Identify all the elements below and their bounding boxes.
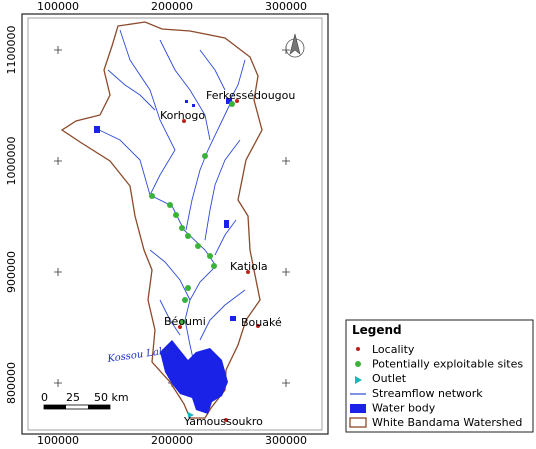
place-label: Katiola: [230, 260, 268, 273]
locality: [182, 119, 186, 123]
grid-cross: [54, 46, 62, 54]
legend-label: Locality: [372, 343, 415, 356]
grid-cross: [54, 157, 62, 165]
place-label: Béoumi: [164, 315, 206, 328]
x-tick-label: 300000: [265, 0, 307, 13]
streamflow-network: [94, 29, 246, 373]
site: [195, 243, 201, 249]
river: [214, 219, 237, 256]
legend: Legend Locality Potentially exploitable s…: [345, 319, 534, 433]
x-tick-label: 200000: [151, 434, 193, 447]
legend-label: Streamflow network: [372, 387, 483, 400]
x-tick-label: 300000: [265, 434, 307, 447]
exploitable-sites: [149, 101, 235, 325]
place-label: Korhogo: [160, 109, 205, 122]
locality: [235, 99, 239, 103]
water-body: [192, 104, 195, 107]
grid-cross: [282, 268, 290, 276]
legend-label: Potentially exploitable sites: [372, 358, 523, 371]
y-tick-label: 1100000: [5, 26, 18, 75]
water-body: [224, 220, 229, 228]
site: [149, 193, 155, 199]
river: [94, 127, 151, 196]
site: [179, 319, 185, 325]
grid-cross: [282, 157, 290, 165]
river: [199, 49, 226, 91]
scale-label: 50 km: [94, 391, 129, 404]
locality: [256, 324, 260, 328]
grid-cross: [54, 268, 62, 276]
site: [202, 153, 208, 159]
legend-label: White Bandama Watershed: [372, 416, 522, 429]
scale-label: 0: [41, 391, 48, 404]
place-label: Ferkessédougou: [206, 89, 295, 102]
x-tick-label: 100000: [37, 434, 79, 447]
legend-label: Outlet: [372, 372, 407, 385]
river: [199, 289, 246, 341]
y-tick-label: 900000: [5, 251, 18, 293]
x-tick-label: 200000: [151, 0, 193, 13]
place-label: Bouaké: [241, 316, 282, 329]
river: [107, 69, 156, 111]
site: [185, 233, 191, 239]
river: [159, 299, 181, 336]
grid-cross: [282, 379, 290, 387]
grid-cross: [54, 379, 62, 387]
site: [229, 101, 235, 107]
site: [179, 225, 185, 231]
scale-label: 25: [66, 391, 80, 404]
map-inner-frame: [27, 17, 323, 431]
scale-bar: 0 25 50 km: [41, 391, 129, 410]
water-bodies: [94, 98, 236, 414]
site: [173, 212, 179, 218]
river: [185, 99, 233, 231]
x-tick-label: 100000: [37, 0, 79, 13]
locality: [246, 270, 250, 274]
site: [207, 253, 213, 259]
site: [167, 202, 173, 208]
lake: [160, 340, 228, 414]
outlet: [188, 412, 194, 418]
site: [182, 297, 188, 303]
locality: [224, 418, 228, 422]
river: [149, 249, 191, 301]
legend-title: Legend: [352, 323, 402, 337]
legend-box: [345, 319, 534, 433]
water-body: [230, 316, 236, 321]
locality: [178, 325, 182, 329]
water-body: [226, 98, 232, 104]
river: [119, 29, 217, 373]
north-arrow: [285, 33, 305, 58]
y-tick-label: 800000: [5, 362, 18, 404]
water-body: [94, 126, 100, 133]
river: [229, 59, 246, 101]
legend-label: Water body: [372, 401, 436, 414]
y-tick-label: 1000000: [5, 137, 18, 186]
localities: [178, 99, 260, 422]
water-body: [185, 100, 188, 103]
river: [159, 39, 211, 141]
site: [211, 263, 217, 269]
river: [204, 139, 241, 241]
site: [185, 285, 191, 291]
place-label: Yamoussoukro: [183, 415, 263, 428]
